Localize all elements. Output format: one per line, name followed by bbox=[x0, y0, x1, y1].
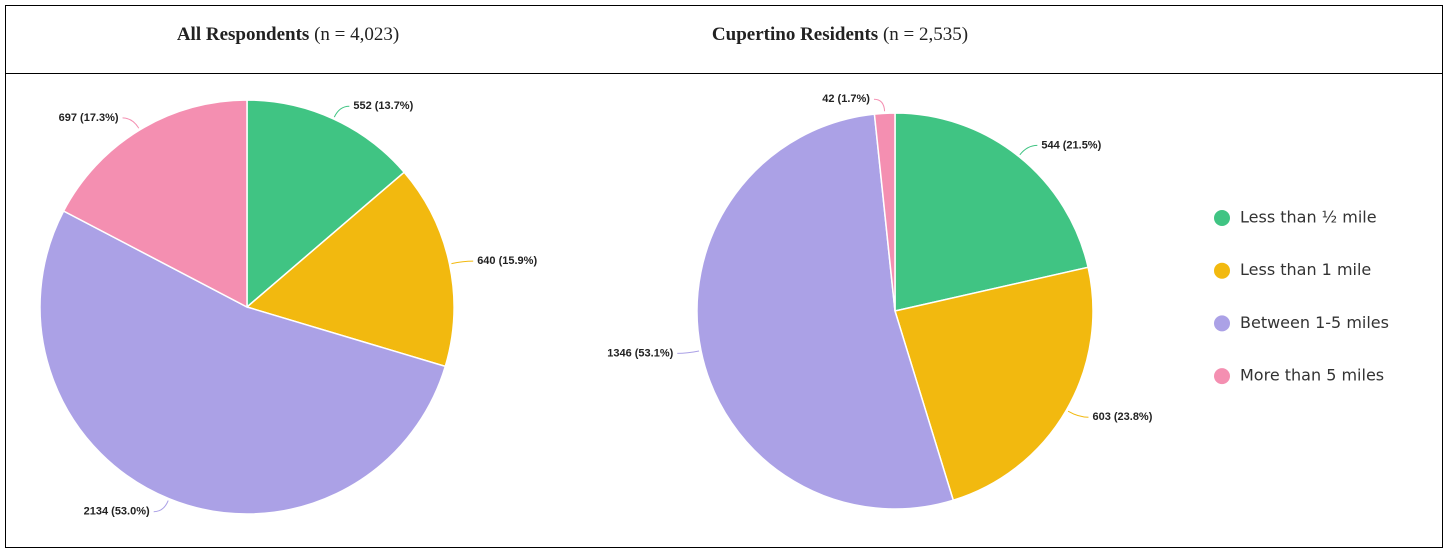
data-label: 697 (17.3%) bbox=[59, 112, 119, 124]
data-label: 42 (1.7%) bbox=[822, 93, 870, 105]
legend-swatch bbox=[1214, 315, 1230, 332]
pie-slice bbox=[894, 112, 1090, 312]
chart-title: Cupertino Residents bbox=[712, 24, 878, 45]
data-label: 2134 (53.0%) bbox=[84, 506, 150, 518]
pie-slice bbox=[873, 112, 896, 312]
chart-subtitle: (n = 4,023) bbox=[314, 24, 399, 45]
header: All Respondents (n = 4,023) bbox=[177, 24, 399, 45]
label-connector bbox=[1067, 410, 1089, 418]
pie-slice bbox=[245, 171, 455, 368]
chart-title: All Respondents bbox=[177, 24, 310, 45]
chart-subtitle: (n = 2,535) bbox=[883, 24, 968, 45]
legend-label: Less than ½ mile bbox=[1240, 208, 1377, 227]
legend-label: Between 1-5 miles bbox=[1240, 313, 1389, 332]
data-label: 544 (21.5%) bbox=[1041, 139, 1101, 151]
data-label: 640 (15.9%) bbox=[477, 255, 537, 267]
label-connector bbox=[677, 350, 700, 354]
legend-swatch bbox=[1214, 368, 1230, 385]
label-connector bbox=[153, 500, 169, 513]
legend-label: Less than 1 mile bbox=[1240, 260, 1371, 279]
data-label: 552 (13.7%) bbox=[353, 100, 413, 112]
pie-slice bbox=[696, 113, 955, 510]
legend-swatch bbox=[1214, 210, 1230, 226]
pie-slice bbox=[39, 209, 447, 515]
data-label: 603 (23.8%) bbox=[1092, 411, 1152, 423]
legend-swatch bbox=[1214, 262, 1230, 279]
pie-slice bbox=[894, 266, 1094, 502]
pie-slice bbox=[62, 99, 248, 309]
label-connector bbox=[451, 260, 474, 265]
label-connector bbox=[1019, 144, 1038, 156]
legend-label: More than 5 miles bbox=[1240, 366, 1384, 385]
pie-slice bbox=[246, 99, 406, 309]
label-connector bbox=[873, 98, 886, 112]
label-connector bbox=[333, 105, 350, 118]
header: Cupertino Residents (n = 2,535) bbox=[712, 24, 968, 45]
data-label: 1346 (53.1%) bbox=[607, 347, 673, 359]
label-connector bbox=[122, 117, 140, 129]
